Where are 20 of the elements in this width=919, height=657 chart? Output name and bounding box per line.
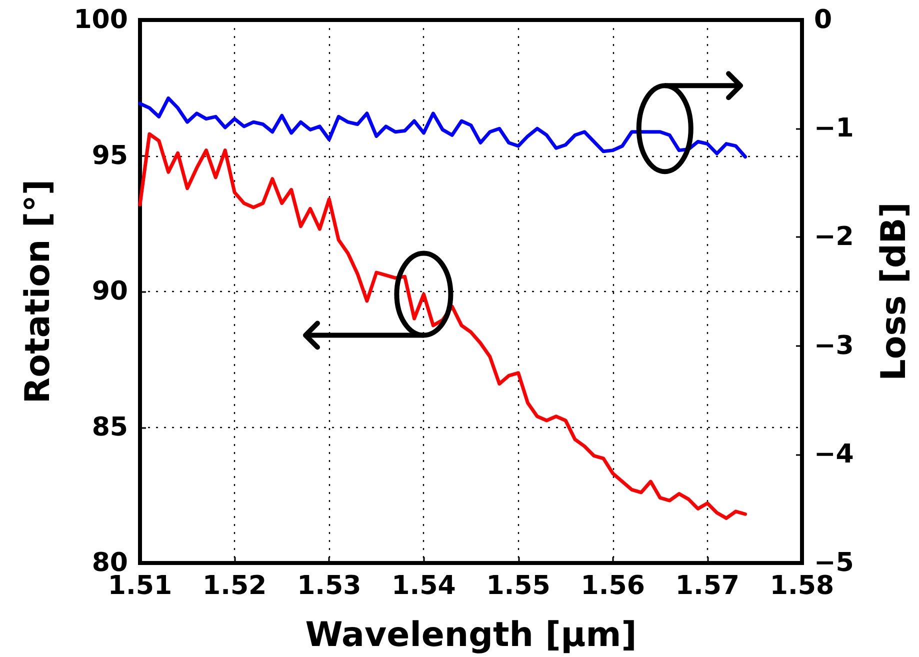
y-axis-title: Rotation [°]	[18, 179, 58, 404]
x-axis-title: Wavelength [µm]	[305, 615, 637, 655]
y-tick-label: 100	[74, 5, 128, 35]
y2-axis-title: Loss [dB]	[874, 202, 914, 381]
y2-tick-label: −3	[814, 330, 854, 361]
y-tick-label: 85	[92, 412, 128, 442]
x-tick-label: 1.53	[297, 571, 362, 601]
line-series	[138, 96, 748, 159]
x-tick-label: 1.54	[392, 571, 456, 601]
x-tick-label: 1.56	[580, 571, 645, 601]
x-tick-label: 1.57	[675, 571, 740, 601]
y-tick-label: 95	[92, 140, 128, 171]
y2-tick-label: −1	[814, 114, 854, 144]
y2-tick-label: −2	[814, 222, 854, 252]
x-tick-label: 1.52	[202, 571, 267, 601]
x-tick-label: 1.55	[486, 571, 550, 601]
line-series	[138, 132, 748, 520]
y2-tick-label: 0	[814, 5, 832, 35]
y2-tick-label: −4	[814, 439, 854, 470]
y-tick-label: 90	[92, 276, 128, 306]
